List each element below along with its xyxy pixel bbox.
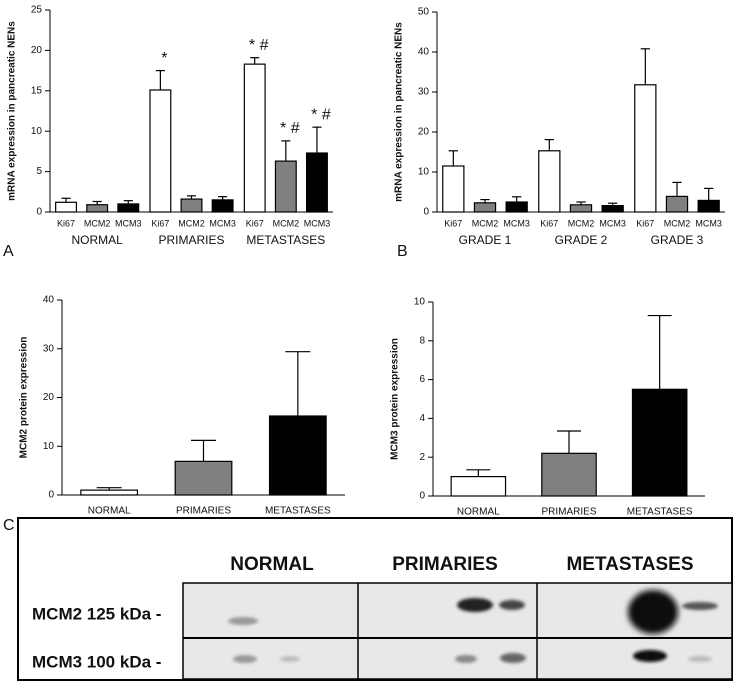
- y-tick-label: 6: [419, 374, 425, 385]
- x-category-label: GRADE 2: [555, 233, 608, 247]
- bar: [442, 165, 465, 213]
- y-tick-label: 40: [43, 295, 55, 306]
- bar: [55, 201, 78, 213]
- bar: [117, 203, 140, 213]
- bar: [174, 460, 233, 496]
- panel-label: B: [397, 243, 408, 260]
- x-tick-label: PRIMARIES: [541, 507, 596, 518]
- x-tick-label: PRIMARIES: [176, 506, 231, 517]
- blot-bands: [228, 598, 718, 663]
- bar-name: MCM2: [84, 218, 111, 228]
- y-axis-label: MCM2 protein expression: [19, 337, 30, 459]
- bar-name: MCM3: [115, 218, 142, 228]
- y-tick-label: 0: [48, 490, 54, 501]
- y-tick-label: 20: [418, 127, 430, 138]
- blot-row-label: MCM2 125 kDa -: [32, 604, 161, 623]
- annotation: *: [161, 50, 167, 67]
- bar-name: MCM2: [178, 218, 205, 228]
- annotation: * #: [311, 106, 331, 123]
- y-tick-label: 2: [419, 452, 425, 463]
- bar: [305, 152, 328, 213]
- bar-name: Ki67: [636, 218, 654, 228]
- bar-name: MCM3: [304, 218, 331, 228]
- bar-name: Ki67: [57, 218, 75, 228]
- bar: [450, 476, 507, 497]
- y-tick-label: 20: [31, 45, 43, 56]
- x-category-label: GRADE 3: [651, 233, 704, 247]
- bar: [569, 204, 593, 213]
- blot-row-label: MCM3 100 kDa -: [32, 652, 161, 671]
- bar: [697, 199, 720, 213]
- bar-name: Ki67: [444, 218, 462, 228]
- annotation: * #: [280, 120, 300, 137]
- bar: [274, 160, 297, 213]
- y-tick-label: 10: [31, 126, 43, 137]
- panel-label: A: [3, 243, 14, 260]
- y-tick-label: 4: [419, 413, 425, 424]
- y-tick-label: 30: [418, 87, 430, 98]
- bar: [473, 202, 497, 213]
- y-tick-label: 50: [418, 7, 430, 18]
- bar-name: MCM2: [273, 218, 300, 228]
- bar-name: MCM2: [568, 218, 595, 228]
- bar-name: MCM3: [695, 218, 722, 228]
- x-category-label: PRIMARIES: [158, 233, 224, 247]
- y-tick-label: 30: [43, 343, 55, 354]
- bar: [505, 201, 528, 213]
- blot-column: PRIMARIES: [392, 554, 498, 575]
- bar: [631, 388, 688, 497]
- bar: [601, 205, 624, 213]
- y-tick-label: 40: [418, 47, 430, 58]
- bar: [86, 204, 109, 213]
- annotation: * #: [249, 37, 269, 54]
- x-category-label: NORMAL: [71, 233, 123, 247]
- bar: [211, 199, 234, 213]
- x-category-label: GRADE 1: [459, 233, 512, 247]
- blot-column: METASTASES: [566, 554, 693, 575]
- y-tick-label: 10: [43, 441, 55, 452]
- bar: [243, 63, 266, 213]
- bar: [538, 150, 561, 213]
- y-tick-label: 25: [31, 5, 43, 16]
- panel-label: C: [3, 517, 15, 534]
- bar: [541, 452, 597, 497]
- bar-name: Ki67: [246, 218, 264, 228]
- bar: [149, 89, 172, 213]
- bar: [665, 195, 689, 213]
- bar: [634, 84, 657, 213]
- x-tick-label: NORMAL: [88, 506, 131, 517]
- blot-bands: [628, 590, 678, 634]
- x-category-label: METASTASES: [246, 233, 325, 247]
- bar-name: MCM3: [503, 218, 530, 228]
- y-tick-label: 0: [419, 491, 425, 502]
- bar-name: MCM3: [599, 218, 626, 228]
- bar-name: Ki67: [151, 218, 169, 228]
- bar-name: MCM2: [664, 218, 691, 228]
- y-tick-label: 0: [36, 207, 42, 218]
- x-tick-label: NORMAL: [457, 507, 500, 518]
- y-axis-label: mRNA expression in pancreatic NENs: [394, 22, 405, 202]
- x-tick-label: METASTASES: [627, 507, 693, 518]
- bar: [180, 198, 203, 213]
- y-axis-label: mRNA expression in pancreatic NENs: [7, 21, 18, 201]
- y-tick-label: 0: [423, 207, 429, 218]
- x-tick-label: METASTASES: [265, 506, 331, 517]
- bar-name: MCM3: [209, 218, 236, 228]
- bar-name: Ki67: [540, 218, 558, 228]
- y-tick-label: 5: [36, 166, 42, 177]
- bar-name: MCM2: [472, 218, 499, 228]
- y-tick-label: 8: [419, 335, 425, 346]
- y-tick-label: 15: [31, 85, 43, 96]
- y-tick-label: 20: [43, 392, 55, 403]
- blot-column: NORMAL: [230, 554, 314, 575]
- bar: [80, 489, 139, 496]
- y-tick-label: 10: [414, 297, 426, 308]
- y-tick-label: 10: [418, 167, 430, 178]
- y-axis-label: MCM3 protein expression: [390, 338, 401, 460]
- bar: [268, 415, 327, 496]
